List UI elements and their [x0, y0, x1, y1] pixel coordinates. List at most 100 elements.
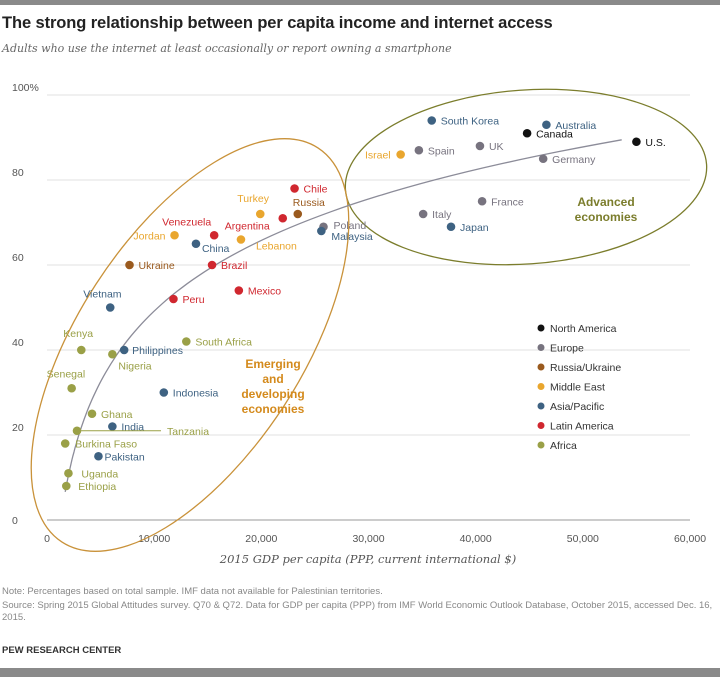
point-label: Russia — [293, 197, 325, 209]
point-label: Lebanon — [256, 241, 297, 253]
x-tick-label: 10,000 — [138, 533, 170, 545]
point-venezuela — [209, 230, 219, 240]
group-label-advanced: Advanced economies — [575, 195, 638, 224]
point-label: South Korea — [441, 116, 500, 128]
legend-marker — [537, 422, 545, 429]
point-label: Poland — [333, 220, 366, 232]
point-china — [191, 239, 201, 249]
point-canada — [522, 128, 532, 138]
point-label: Pakistan — [104, 451, 144, 463]
legend-marker — [537, 441, 545, 449]
point-label: Spain — [428, 145, 455, 157]
point-israel — [396, 150, 405, 159]
point-mexico — [234, 286, 244, 295]
point-label: Indonesia — [173, 388, 219, 400]
top-border — [0, 0, 720, 5]
point-argentina — [278, 213, 288, 223]
point-jordan — [170, 230, 179, 240]
x-tick-label: 50,000 — [567, 533, 599, 545]
x-tick-label: 40,000 — [460, 533, 492, 545]
point-france — [477, 196, 487, 206]
legend-label: Europe — [550, 343, 584, 355]
point-ukraine — [125, 260, 134, 270]
point-chile — [290, 184, 299, 193]
point-kenya — [76, 345, 86, 355]
chart-source: Source: Spring 2015 Global Attitudes sur… — [2, 600, 713, 623]
legend-marker — [537, 324, 545, 332]
legend-marker — [537, 363, 545, 371]
group-label-emerging: Emerging and developing economies — [241, 357, 304, 416]
point-label: Uganda — [81, 468, 118, 480]
point-vietnam — [105, 303, 115, 312]
point-lebanon — [236, 235, 246, 244]
legend-marker — [537, 344, 545, 351]
point-pakistan — [94, 451, 103, 461]
point-uk — [475, 141, 485, 151]
point-spain — [414, 145, 424, 155]
point-australia — [542, 120, 551, 130]
legend-label: Middle East — [550, 382, 605, 394]
chart-title: The strong relationship between per capi… — [2, 14, 553, 32]
point-turkey — [255, 209, 265, 219]
point-russia — [293, 209, 303, 219]
point-india — [108, 422, 117, 431]
advanced-economies-ellipse — [344, 88, 708, 266]
point-label: Philippines — [132, 345, 183, 357]
emerging-economies-ellipse — [30, 138, 350, 552]
legend-label: North America — [550, 323, 617, 335]
point-italy — [418, 209, 428, 219]
point-label: Canada — [536, 128, 573, 140]
point-label: Mexico — [248, 286, 281, 298]
point-label: Nigeria — [118, 360, 151, 372]
x-tick-label: 0 — [44, 533, 50, 545]
point-label: Kenya — [63, 328, 93, 340]
point-label: U.S. — [645, 137, 665, 149]
point-u-s- — [632, 137, 641, 147]
y-tick-label: 0 — [12, 515, 18, 527]
point-label: South Africa — [195, 337, 252, 349]
point-south-africa — [182, 337, 191, 346]
y-tick-label: 80 — [12, 167, 24, 179]
point-label: Ghana — [101, 409, 133, 421]
point-nigeria — [108, 349, 117, 359]
y-tick-label: 100% — [12, 82, 39, 94]
point-label: India — [121, 422, 144, 434]
point-label: Turkey — [237, 193, 269, 205]
point-label: Peru — [182, 294, 204, 306]
point-label: Brazil — [221, 260, 247, 272]
point-label: Jordan — [133, 230, 165, 242]
point-tanzania — [72, 426, 82, 436]
point-label: Malaysia — [331, 231, 373, 243]
point-label: Ukraine — [139, 260, 175, 272]
point-label: Australia — [555, 120, 596, 132]
chart-subtitle: Adults who use the internet at least occ… — [2, 42, 452, 55]
trend-line — [64, 139, 622, 493]
point-peru — [169, 294, 178, 304]
legend-label: Asia/Pacific — [550, 401, 604, 413]
point-uganda — [64, 468, 73, 478]
y-tick-label: 20 — [12, 422, 24, 434]
legend-label: Russia/Ukraine — [550, 362, 621, 374]
x-tick-label: 30,000 — [352, 533, 384, 545]
point-label: Japan — [460, 222, 489, 234]
point-label: France — [491, 196, 524, 208]
legend-marker — [537, 402, 545, 410]
point-burkina-faso — [60, 439, 70, 448]
point-label: Tanzania — [167, 426, 209, 438]
point-label: Venezuela — [162, 216, 211, 228]
point-label: Argentina — [225, 220, 270, 232]
point-ethiopia — [61, 481, 71, 491]
point-senegal — [67, 383, 76, 393]
point-label: Israel — [365, 150, 391, 162]
y-tick-label: 40 — [12, 337, 24, 349]
point-label: Italy — [432, 209, 452, 221]
legend-marker — [537, 383, 545, 390]
point-label: Germany — [552, 154, 596, 166]
point-label: China — [202, 243, 230, 255]
point-ghana — [87, 409, 97, 419]
point-label: Vietnam — [83, 289, 122, 301]
point-japan — [446, 222, 456, 232]
point-brazil — [207, 260, 217, 270]
y-tick-label: 60 — [12, 252, 24, 264]
